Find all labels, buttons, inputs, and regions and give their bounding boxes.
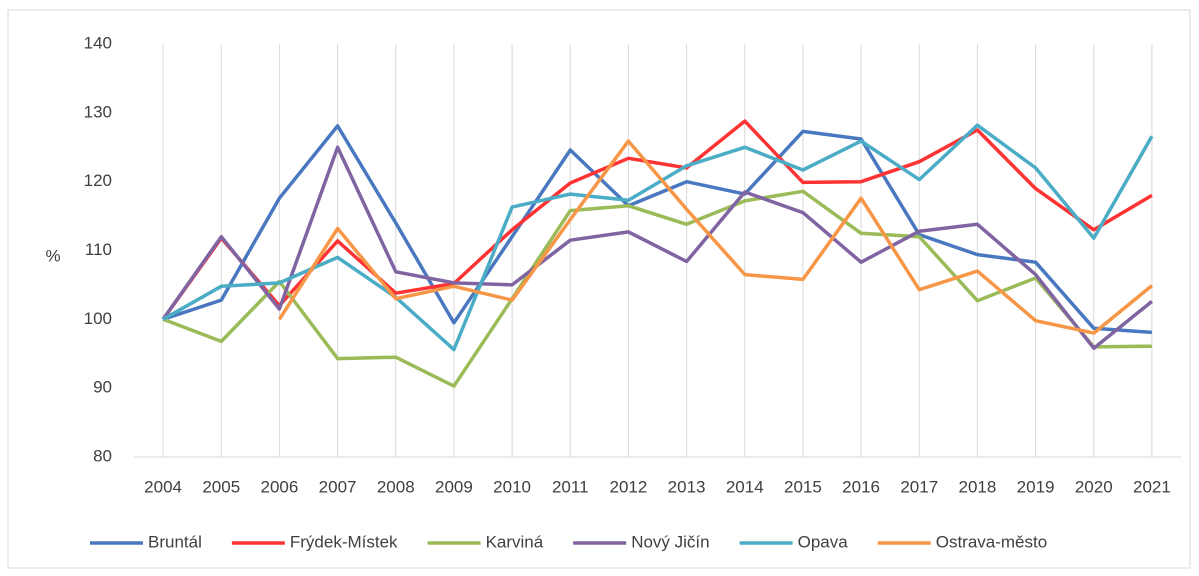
x-tick-label: 2016 xyxy=(842,477,880,496)
x-tick-label: 2020 xyxy=(1075,477,1113,496)
x-tick-label: 2018 xyxy=(959,477,997,496)
x-tick-label: 2010 xyxy=(493,477,531,496)
legend-label: Bruntál xyxy=(148,532,202,551)
series-line xyxy=(162,124,1153,335)
y-axis-label: % xyxy=(45,246,60,265)
x-tick-label: 2011 xyxy=(552,477,589,496)
y-tick-label: 140 xyxy=(84,33,112,52)
y-tick-label: 110 xyxy=(85,240,112,259)
legend-label: Opava xyxy=(798,532,849,551)
series-line xyxy=(162,189,1152,388)
x-tick-label: 2015 xyxy=(784,477,822,496)
x-tick-label: 2014 xyxy=(726,477,764,496)
x-tick-label: 2007 xyxy=(319,477,357,496)
series-line xyxy=(277,139,1154,335)
legend-label: Frýdek-Místek xyxy=(290,532,398,551)
legend-label: Karviná xyxy=(486,532,544,551)
x-tick-label: 2017 xyxy=(900,477,938,496)
x-tick-label: 2004 xyxy=(144,477,182,496)
x-tick-label: 2008 xyxy=(377,477,415,496)
chart-border xyxy=(7,9,1191,569)
legend-label: Ostrava-město xyxy=(936,532,1047,551)
x-tick-label: 2009 xyxy=(435,477,473,496)
x-tick-label: 2005 xyxy=(202,477,240,496)
x-tick-label: 2006 xyxy=(261,477,299,496)
x-tick-label: 2021 xyxy=(1133,477,1171,496)
y-tick-label: 120 xyxy=(84,171,112,190)
legend-label: Nový Jičín xyxy=(631,532,709,551)
y-tick-label: 90 xyxy=(93,378,112,397)
x-tick-label: 2012 xyxy=(610,477,648,496)
series-line xyxy=(162,123,1154,352)
y-tick-label: 100 xyxy=(84,309,112,328)
x-tick-label: 2013 xyxy=(668,477,706,496)
y-tick-label: 80 xyxy=(93,446,112,465)
x-tick-label: 2019 xyxy=(1017,477,1055,496)
y-tick-label: 130 xyxy=(84,102,112,121)
series-line xyxy=(161,145,1153,350)
series-line xyxy=(161,119,1153,321)
